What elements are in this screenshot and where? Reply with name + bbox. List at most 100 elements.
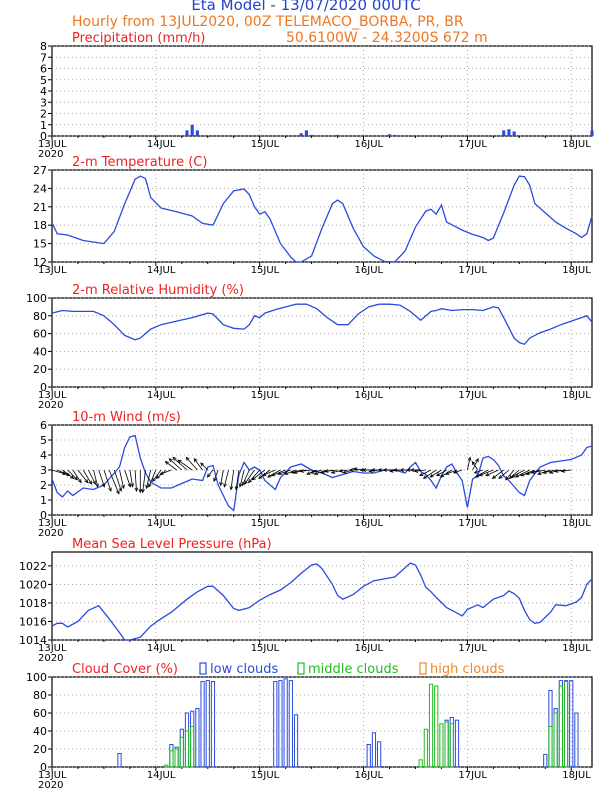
low-cloud-bar — [288, 680, 293, 768]
panel-4 — [48, 551, 593, 644]
x-tick-label: 15JUL — [251, 390, 280, 401]
wind-vector-head — [118, 487, 123, 492]
precip-bar — [387, 134, 392, 136]
wind-vector — [223, 469, 229, 487]
wind-vector — [77, 469, 89, 483]
y-tick-label: 2 — [40, 479, 47, 492]
wind-vector-head — [377, 468, 382, 472]
wind-vector-head — [88, 480, 93, 485]
y-tick-label: 12 — [33, 256, 47, 269]
wind-vector-head — [70, 475, 75, 479]
wind-vector-head — [152, 477, 156, 482]
x-tick-label: 15JUL — [251, 518, 280, 529]
precip-bar — [310, 134, 314, 136]
y-tick-label: 2 — [40, 108, 47, 121]
middle-cloud-bar — [190, 726, 195, 768]
wind-vector — [511, 469, 525, 478]
wind-vector-head — [530, 470, 535, 474]
precip-bar — [185, 130, 189, 136]
precip-bar — [590, 130, 594, 136]
wind-vector-head — [159, 471, 164, 475]
y-tick-label: 20 — [33, 743, 47, 756]
wind-vector-head — [511, 473, 516, 478]
panel-title: 2-m Temperature (C) — [72, 155, 207, 170]
wind-vector — [430, 469, 442, 478]
x-tick-label: 17JUL — [458, 265, 487, 276]
wind-vector — [419, 469, 432, 476]
precip-bar — [304, 130, 308, 136]
wind-vector — [310, 469, 323, 474]
wind-vector — [300, 469, 312, 472]
y-tick-label: 0 — [40, 509, 47, 522]
wind-vector — [72, 469, 82, 483]
wind-vector-head — [475, 457, 479, 463]
y-tick-label: 24 — [33, 182, 47, 195]
low-cloud-bar — [283, 678, 288, 768]
middle-cloud-bar — [418, 759, 423, 768]
wind-vector-head — [177, 459, 182, 464]
wind-vector-head — [148, 483, 152, 488]
wind-vector-head — [342, 470, 347, 474]
panel-3 — [48, 424, 593, 519]
y-tick-label: 0 — [40, 381, 47, 394]
wind-vector-head — [206, 473, 211, 478]
low-cloud-bar — [569, 680, 574, 768]
wind-vector-head — [234, 486, 239, 491]
wind-vector — [235, 469, 240, 490]
wind-vector — [165, 461, 177, 471]
wind-vector — [62, 469, 74, 479]
wind-vector — [453, 469, 463, 474]
wind-vector — [185, 457, 198, 471]
wind-vector-head — [101, 483, 106, 488]
wind-vector — [531, 469, 546, 474]
y-tick-label: 1016 — [19, 615, 47, 628]
wind-vector-head — [467, 456, 472, 461]
y-tick-label: 1022 — [19, 560, 47, 573]
wind-vector-head — [439, 473, 445, 478]
wind-vector-head — [172, 456, 177, 461]
x-year-label: 2020 — [38, 400, 63, 411]
y-tick-label: 6 — [40, 63, 47, 76]
x-tick-label: 17JUL — [458, 770, 487, 781]
wind-vector — [51, 469, 67, 475]
middle-cloud-bar — [553, 712, 558, 768]
wind-vector-head — [238, 483, 243, 488]
wind-vector-head — [92, 480, 96, 485]
x-tick-label: 13JUL — [38, 643, 67, 654]
y-tick-label: 8 — [40, 40, 47, 53]
y-tick-label: 0 — [40, 130, 47, 143]
legend-label-low: low clouds — [210, 662, 279, 677]
y-tick-label: 5 — [40, 434, 47, 447]
wind-vector — [498, 469, 510, 479]
x-tick-label: 16JUL — [355, 139, 384, 150]
wind-vector-head — [444, 471, 450, 475]
wind-vector-head — [422, 475, 428, 479]
precip-bar — [195, 130, 199, 136]
wind-vector-head — [389, 469, 394, 473]
middle-cloud-bar — [169, 750, 174, 768]
precip-bar — [507, 129, 511, 136]
y-tick-label: 15 — [33, 238, 47, 251]
x-tick-label: 17JUL — [458, 518, 487, 529]
wind-vector-head — [77, 479, 82, 484]
wind-vector-head — [324, 469, 329, 473]
wind-vector — [87, 469, 96, 485]
y-tick-label: 7 — [40, 51, 47, 64]
low-cloud-bar — [371, 732, 377, 768]
wind-vector-head — [213, 477, 217, 483]
x-tick-label: 14JUL — [147, 265, 176, 276]
wind-vector — [200, 462, 209, 471]
wind-vector — [172, 457, 188, 471]
x-tick-label: 16JUL — [355, 518, 384, 529]
low-cloud-bar — [377, 741, 382, 768]
panel-5 — [48, 662, 593, 771]
y-tick-label: 18 — [33, 219, 47, 232]
wind-vector-head — [116, 490, 120, 495]
wind-vector-head — [219, 481, 223, 487]
wind-vector — [278, 469, 291, 475]
wind-vector — [57, 469, 70, 476]
wind-vector-head — [130, 483, 134, 488]
low-cloud-bar — [278, 680, 283, 768]
wind-vector-head — [406, 468, 411, 472]
wind-vector-head — [542, 470, 547, 474]
